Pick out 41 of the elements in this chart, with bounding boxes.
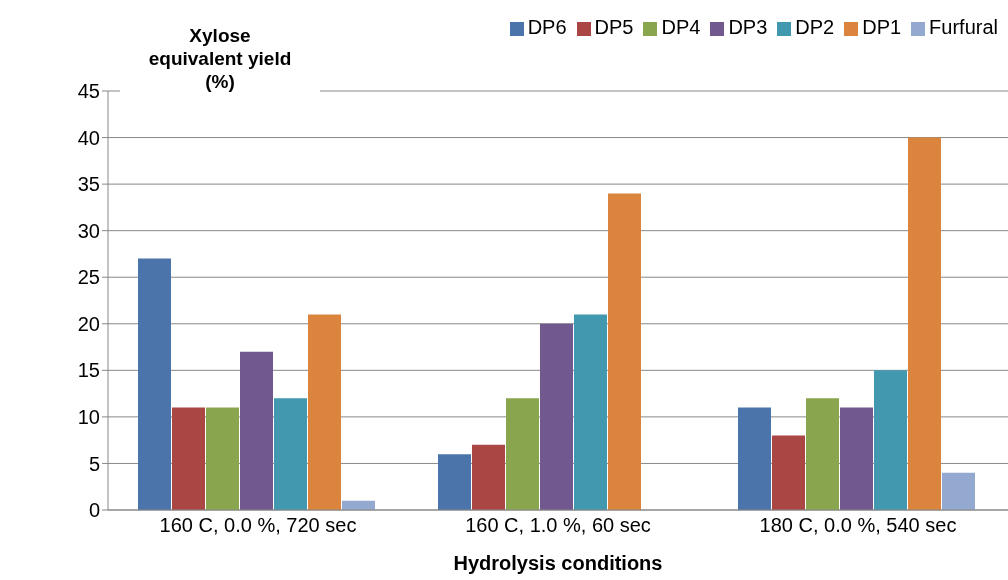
x-tick-label: 160 C, 1.0 %, 60 sec — [465, 514, 651, 537]
bar — [308, 314, 341, 510]
bar — [506, 398, 539, 510]
bar — [240, 351, 273, 510]
legend-label: DP3 — [728, 16, 768, 38]
bar — [840, 407, 873, 510]
y-tick-label: 35 — [77, 173, 100, 196]
bar — [608, 193, 641, 510]
bar — [438, 454, 471, 510]
legend-label: DP1 — [862, 16, 902, 38]
y-axis-title: Xylose equivalent yield (%) — [120, 24, 320, 93]
x-axis-title: Hydrolysis conditions — [453, 552, 663, 574]
bar — [874, 370, 907, 510]
bar — [908, 137, 941, 510]
bar — [206, 407, 239, 510]
y-tick-label: 0 — [88, 499, 100, 522]
x-tick-label: 180 C, 0.0 %, 540 sec — [759, 514, 957, 537]
y-tick-label: 45 — [77, 80, 100, 103]
y-tick-label: 30 — [77, 219, 100, 242]
legend-label: DP6 — [527, 16, 567, 38]
bar — [574, 314, 607, 510]
y-tick-label: 15 — [77, 359, 100, 382]
bar — [540, 323, 573, 510]
legend-label: Furfural — [929, 16, 998, 38]
bar — [806, 398, 839, 510]
bar — [172, 407, 205, 510]
bar — [738, 407, 771, 510]
y-tick-label: 25 — [77, 266, 100, 289]
bar — [472, 444, 505, 510]
bar — [942, 472, 975, 510]
y-tick-label: 20 — [77, 312, 100, 335]
bar — [772, 435, 805, 510]
legend-label: DP5 — [594, 16, 634, 38]
legend-label: DP2 — [795, 16, 835, 38]
bar — [138, 258, 171, 510]
y-tick-label: 5 — [88, 452, 100, 475]
y-tick-label: 10 — [77, 405, 100, 428]
y-tick-label: 40 — [77, 126, 100, 149]
bar — [274, 398, 307, 510]
x-tick-label: 160 C, 0.0 %, 720 sec — [159, 514, 357, 537]
legend-label: DP4 — [661, 16, 701, 38]
